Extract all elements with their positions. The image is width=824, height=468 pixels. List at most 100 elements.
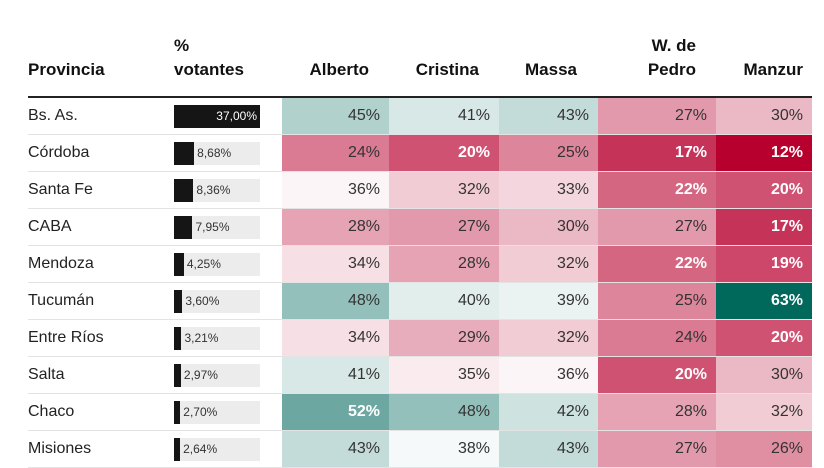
table-row: Entre Ríos 3,21% 34% 29% 32% 24% 20% — [28, 320, 812, 357]
votantes-bar — [174, 401, 181, 424]
cell-alberto: 41% — [282, 357, 389, 393]
votantes-label: 3,21% — [184, 331, 219, 345]
cell-wdepedro: 22% — [598, 172, 716, 208]
votantes-bar — [174, 142, 195, 165]
header-votantes: % votantes — [174, 34, 244, 82]
cell-manzur: 17% — [716, 209, 812, 245]
header-massa: Massa — [525, 60, 577, 79]
votantes-label: 8,36% — [196, 183, 231, 197]
cell-cristina: 35% — [389, 357, 499, 393]
votantes-bar — [174, 327, 182, 350]
votantes-bar — [174, 179, 194, 202]
table-row: Mendoza 4,25% 34% 28% 32% 22% 19% — [28, 246, 812, 283]
cell-manzur: 26% — [716, 431, 812, 467]
cell-cristina: 27% — [389, 209, 499, 245]
cell-cristina: 41% — [389, 98, 499, 134]
table-row: Salta 2,97% 41% 35% 36% 20% 30% — [28, 357, 812, 394]
cell-cristina: 48% — [389, 394, 499, 430]
votantes-label: 3,60% — [185, 294, 220, 308]
votantes-bar-track: 2,64% — [174, 438, 260, 461]
provincia-label: CABA — [28, 218, 72, 235]
cell-massa: 36% — [499, 357, 598, 393]
cell-massa: 43% — [499, 98, 598, 134]
cell-manzur: 20% — [716, 172, 812, 208]
votantes-bar-track: 37,00% — [174, 105, 260, 128]
header-cristina: Cristina — [415, 60, 479, 79]
header-votantes-line2: votantes — [174, 60, 244, 79]
table-row: Santa Fe 8,36% 36% 32% 33% 22% 20% — [28, 172, 812, 209]
votantes-label: 4,25% — [186, 257, 221, 271]
cell-alberto: 48% — [282, 283, 389, 319]
votantes-bar-track: 2,70% — [174, 401, 260, 424]
provincia-label: Entre Ríos — [28, 329, 104, 346]
provincia-label: Chaco — [28, 403, 75, 420]
provincia-label: Santa Fe — [28, 181, 93, 198]
cell-cristina: 20% — [389, 135, 499, 171]
cell-wdepedro: 24% — [598, 320, 716, 356]
votantes-bar — [174, 253, 184, 276]
cell-wdepedro: 25% — [598, 283, 716, 319]
cell-massa: 32% — [499, 320, 598, 356]
cell-massa: 33% — [499, 172, 598, 208]
header-alberto: Alberto — [309, 60, 370, 79]
cell-wdepedro: 17% — [598, 135, 716, 171]
provincia-label: Córdoba — [28, 144, 90, 161]
cell-alberto: 45% — [282, 98, 389, 134]
provincia-label: Mendoza — [28, 255, 94, 272]
cell-alberto: 24% — [282, 135, 389, 171]
votantes-label: 8,68% — [197, 146, 232, 160]
votantes-bar — [174, 216, 193, 239]
cell-alberto: 34% — [282, 320, 389, 356]
header-wdepedro-line2: Pedro — [647, 60, 696, 79]
cell-massa: 39% — [499, 283, 598, 319]
cell-manzur: 20% — [716, 320, 812, 356]
votantes-bar-track: 3,21% — [174, 327, 260, 350]
table-header: Provincia % votantes Alberto Cristina Ma… — [28, 34, 812, 98]
cell-massa: 30% — [499, 209, 598, 245]
votantes-bar — [174, 438, 181, 461]
cell-cristina: 40% — [389, 283, 499, 319]
cell-manzur: 30% — [716, 357, 812, 393]
header-wdepedro-line1: W. de — [651, 36, 696, 55]
cell-massa: 42% — [499, 394, 598, 430]
header-manzur: Manzur — [743, 60, 804, 79]
table-row: Chaco 2,70% 52% 48% 42% 28% 32% — [28, 394, 812, 431]
table-row: CABA 7,95% 28% 27% 30% 27% 17% — [28, 209, 812, 246]
provincia-label: Salta — [28, 366, 65, 383]
cell-wdepedro: 20% — [598, 357, 716, 393]
votantes-bar-track: 8,68% — [174, 142, 260, 165]
provincia-label: Tucumán — [28, 292, 95, 309]
cell-massa: 32% — [499, 246, 598, 282]
cell-manzur: 12% — [716, 135, 812, 171]
cell-massa: 25% — [499, 135, 598, 171]
header-provincia: Provincia — [28, 60, 105, 79]
cell-cristina: 29% — [389, 320, 499, 356]
cell-wdepedro: 27% — [598, 98, 716, 134]
results-table: Provincia % votantes Alberto Cristina Ma… — [28, 34, 812, 468]
cell-alberto: 28% — [282, 209, 389, 245]
votantes-label: 7,95% — [195, 220, 230, 234]
provincia-label: Misiones — [28, 440, 92, 457]
cell-cristina: 32% — [389, 172, 499, 208]
votantes-label: 2,64% — [183, 442, 218, 456]
votantes-bar — [174, 364, 181, 387]
cell-manzur: 63% — [716, 283, 812, 319]
cell-manzur: 32% — [716, 394, 812, 430]
table-row: Misiones 2,64% 43% 38% 43% 27% 26% — [28, 431, 812, 468]
cell-cristina: 28% — [389, 246, 499, 282]
header-votantes-line1: % — [174, 36, 190, 55]
votantes-bar-track: 2,97% — [174, 364, 260, 387]
votantes-bar — [174, 105, 260, 128]
votantes-bar-track: 3,60% — [174, 290, 260, 313]
cell-manzur: 30% — [716, 98, 812, 134]
cell-alberto: 52% — [282, 394, 389, 430]
cell-alberto: 43% — [282, 431, 389, 467]
table-row: Tucumán 3,60% 48% 40% 39% 25% 63% — [28, 283, 812, 320]
cell-wdepedro: 28% — [598, 394, 716, 430]
table-body: Bs. As. 37,00% 45% 41% 43% 27% 30% Córdoba 8,68%… — [28, 98, 812, 468]
votantes-label: 37,00% — [216, 109, 257, 123]
cell-wdepedro: 22% — [598, 246, 716, 282]
provincia-label: Bs. As. — [28, 107, 78, 124]
votantes-bar — [174, 290, 183, 313]
cell-manzur: 19% — [716, 246, 812, 282]
